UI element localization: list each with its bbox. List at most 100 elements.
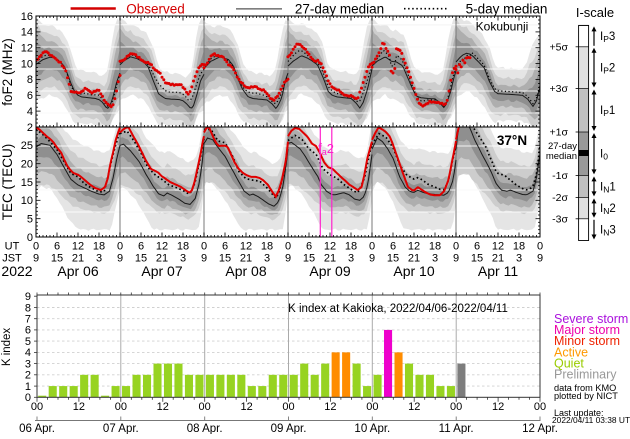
svg-text:08 Apr.: 08 Apr. [187,423,223,434]
svg-text:6: 6 [222,241,228,253]
svg-text:3: 3 [180,253,186,265]
svg-text:6: 6 [138,241,144,253]
svg-text:Major storm: Major storm [554,323,620,337]
svg-text:Minor storm: Minor storm [554,334,620,348]
svg-text:1: 1 [25,381,31,393]
svg-text:27-day: 27-day [548,141,577,152]
svg-text:00: 00 [31,401,43,413]
svg-text:6: 6 [54,241,60,253]
svg-text:15: 15 [219,253,231,265]
svg-text:9: 9 [453,253,459,265]
svg-text:IN2: IN2 [600,203,616,216]
svg-text:12 Apr.: 12 Apr. [522,423,558,434]
svg-text:median: median [546,151,577,162]
svg-text:0: 0 [285,241,291,253]
svg-text:Preliminary: Preliminary [554,368,617,382]
svg-text:Apr 08: Apr 08 [225,263,266,279]
svg-text:21: 21 [492,253,504,265]
svg-text:00: 00 [199,401,211,413]
svg-text:-2σ: -2σ [552,192,568,204]
svg-text:0: 0 [33,241,39,253]
svg-text:plotted by NICT: plotted by NICT [554,391,618,401]
svg-text:12: 12 [72,241,84,253]
svg-text:Severe storm: Severe storm [554,312,628,326]
svg-text:00: 00 [366,401,378,413]
svg-text:12: 12 [157,401,169,413]
svg-text:10: 10 [21,58,33,70]
svg-text:0: 0 [27,232,33,244]
svg-text:15: 15 [135,253,147,265]
svg-text:15: 15 [471,253,483,265]
svg-text:0: 0 [201,241,207,253]
svg-text:15: 15 [303,253,315,265]
svg-text:6: 6 [390,241,396,253]
svg-text:12: 12 [21,43,33,55]
svg-text:00: 00 [534,401,546,413]
svg-text:16: 16 [21,11,33,23]
svg-text:0: 0 [537,241,543,253]
svg-text:Apr 06: Apr 06 [57,263,98,279]
svg-text:12: 12 [492,241,504,253]
svg-text:5: 5 [27,213,33,225]
svg-text:21: 21 [156,253,168,265]
svg-text:7: 7 [25,313,31,325]
svg-text:0: 0 [25,392,31,404]
svg-text:Kokubunji: Kokubunji [476,20,529,34]
svg-text:12: 12 [408,241,420,253]
svg-text:07 Apr.: 07 Apr. [103,423,139,434]
svg-text:0: 0 [369,241,375,253]
svg-text:6: 6 [306,241,312,253]
svg-text:IP2: IP2 [600,63,615,76]
svg-text:Apr 10: Apr 10 [393,263,434,279]
svg-text:foF2 (MHz): foF2 (MHz) [0,38,15,106]
svg-text:9: 9 [117,253,123,265]
svg-text:JST: JST [2,253,22,265]
svg-text:-1σ: -1σ [552,170,568,182]
svg-text:Last update:: Last update: [554,408,604,418]
svg-text:Apr 07: Apr 07 [141,263,182,279]
svg-text:27-day median: 27-day median [295,2,384,17]
svg-text:6: 6 [25,325,31,337]
svg-text:18: 18 [93,241,105,253]
svg-text:8: 8 [27,74,33,86]
svg-text:2: 2 [25,370,31,382]
svg-text:fa2: fa2 [318,141,334,157]
svg-text:12: 12 [156,241,168,253]
svg-text:3: 3 [516,253,522,265]
svg-text:8: 8 [25,302,31,314]
svg-text:12: 12 [492,401,504,413]
svg-text:Apr 11: Apr 11 [478,263,518,279]
svg-text:Active: Active [554,345,588,359]
svg-text:4: 4 [25,347,31,359]
svg-text:2: 2 [27,122,33,134]
svg-text:3: 3 [432,253,438,265]
svg-text:9: 9 [25,291,31,303]
svg-text:IP1: IP1 [600,105,615,118]
svg-text:10 Apr.: 10 Apr. [354,423,390,434]
svg-text:2022: 2022 [1,263,32,279]
svg-text:18: 18 [261,241,273,253]
svg-text:9: 9 [201,253,207,265]
svg-text:21: 21 [240,253,252,265]
svg-text:5-day median: 5-day median [466,2,548,17]
svg-text:15: 15 [21,177,33,189]
svg-text:I-scale: I-scale [576,5,614,20]
svg-text:3: 3 [25,358,31,370]
svg-text:2022/04/11 03:38 UT: 2022/04/11 03:38 UT [552,415,630,425]
svg-text:09 Apr.: 09 Apr. [271,423,307,434]
svg-text:18: 18 [429,241,441,253]
svg-text:12: 12 [240,401,252,413]
svg-text:IN1: IN1 [600,181,616,194]
svg-text:00: 00 [450,401,462,413]
svg-text:20: 20 [21,158,33,170]
svg-text:18: 18 [513,241,525,253]
svg-text:12: 12 [408,401,420,413]
svg-text:K index: K index [1,328,13,367]
svg-text:UT: UT [5,241,20,253]
svg-text:IN3: IN3 [600,225,616,238]
svg-text:18: 18 [177,241,189,253]
svg-text:10: 10 [21,195,33,207]
svg-text:25: 25 [21,140,33,152]
svg-text:9: 9 [33,253,39,265]
svg-text:3: 3 [264,253,270,265]
